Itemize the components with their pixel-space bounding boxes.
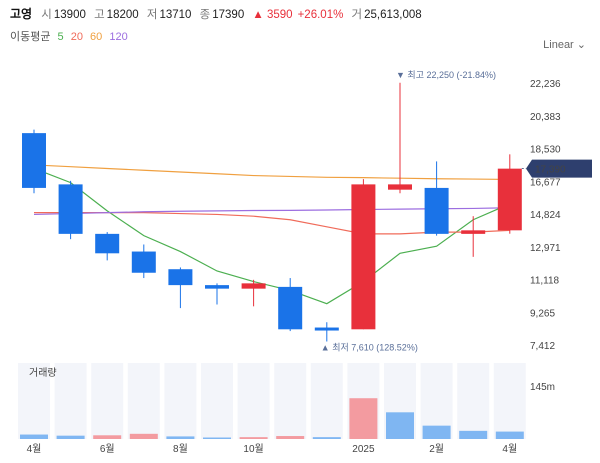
x-tick-label: 2025: [352, 444, 375, 455]
candle-body: [497, 168, 522, 231]
volume-column-bg: [310, 363, 343, 439]
candle-body: [314, 327, 339, 331]
volume-column-bg: [91, 363, 124, 439]
y-tick-label: 11,118: [530, 276, 560, 287]
ma-period-5[interactable]: 5: [57, 31, 64, 43]
volume-column-bg: [274, 363, 307, 439]
candle-body: [131, 251, 156, 273]
candle-body: [388, 184, 412, 190]
close-value: 17390: [212, 9, 245, 21]
volume-column-bg: [18, 363, 50, 439]
x-tick-label: 10월: [243, 443, 263, 455]
volume-value: 25,613,008: [364, 9, 422, 21]
y-tick-label: 12,971: [530, 243, 561, 254]
candle-body: [424, 187, 449, 234]
current-price-tag: [526, 159, 592, 178]
volume-bar: [495, 431, 524, 439]
x-tick-label: 2월: [429, 443, 444, 455]
volume-bar: [166, 436, 195, 439]
volume-column-bg: [127, 363, 160, 439]
y-tick-label: 7,412: [530, 341, 555, 352]
volume-label: 거: [351, 9, 363, 21]
current-price-label: 17,390: [535, 165, 566, 176]
volume-bar: [129, 433, 158, 439]
candle-body: [22, 133, 46, 188]
price-change: ▲ 3590: [252, 9, 293, 21]
volume-bar: [459, 430, 488, 439]
volume-bar: [20, 434, 48, 439]
high-value: 18200: [106, 9, 139, 21]
stock-header: 고영 시 13900 고 18200 저 13710 종 17390 ▲ 3590 +26…: [10, 5, 427, 22]
candle-body: [241, 283, 266, 289]
open-value: 13900: [53, 9, 86, 21]
volume-column-bg: [164, 363, 197, 439]
volume-bar: [239, 437, 268, 439]
x-tick-label: 4월: [27, 443, 42, 455]
y-tick-label: 16,677: [530, 177, 561, 188]
volume-bar: [422, 425, 451, 439]
candle-body: [461, 230, 486, 234]
volume-column-bg: [237, 363, 270, 439]
x-tick-label: 6월: [100, 443, 115, 455]
volume-bar: [93, 435, 122, 439]
ma-period-120[interactable]: 120: [109, 31, 128, 43]
candle-body: [278, 286, 303, 330]
candle-body: [205, 285, 229, 289]
volume-axis-label: 145m: [530, 382, 555, 393]
candle-body: [168, 269, 193, 286]
price-change-pct: +26.01%: [297, 9, 344, 21]
volume-bar: [203, 437, 231, 439]
moving-average-legend[interactable]: 이동평균 5 20 60 120: [10, 28, 132, 44]
y-tick-label: 14,824: [530, 210, 561, 221]
low-annotation: ▲ 최저 7,610 (128.52%): [321, 343, 418, 353]
candle-body: [95, 233, 120, 254]
low-value: 13710: [159, 9, 192, 21]
volume-bar: [349, 398, 378, 439]
ma-line-60: [33, 164, 510, 181]
open-label: 시: [41, 9, 52, 21]
y-tick-label: 20,383: [530, 112, 561, 123]
volume-column-bg: [54, 363, 87, 439]
volume-bar: [276, 436, 305, 439]
high-label: 고: [94, 9, 105, 21]
candle-body: [351, 184, 376, 330]
volume-bar: [56, 435, 85, 439]
y-tick-label: 22,236: [530, 79, 561, 90]
ma-period-20[interactable]: 20: [70, 31, 83, 43]
volume-title: 거래량: [29, 367, 57, 379]
ma-legend-label: 이동평균: [10, 31, 51, 43]
candle-body: [58, 184, 83, 234]
y-tick-label: 9,265: [530, 308, 555, 319]
volume-column-bg: [457, 363, 490, 439]
volume-bar: [386, 412, 414, 439]
close-label: 종: [199, 9, 211, 21]
x-tick-label: 8월: [173, 443, 188, 455]
ma-period-60[interactable]: 60: [90, 31, 103, 43]
volume-bar: [312, 437, 341, 439]
stock-name: 고영: [10, 7, 33, 21]
x-tick-label: 4월: [502, 443, 517, 455]
y-tick-label: 18,530: [530, 145, 561, 156]
volume-column-bg: [201, 363, 233, 439]
ma-line-5: [33, 167, 511, 305]
volume-column-bg: [493, 363, 526, 439]
scale-dropdown[interactable]: Linear ⌄: [543, 39, 586, 51]
low-label: 저: [146, 9, 158, 21]
high-annotation: ▼ 최고 22,250 (-21.84%): [396, 70, 496, 80]
